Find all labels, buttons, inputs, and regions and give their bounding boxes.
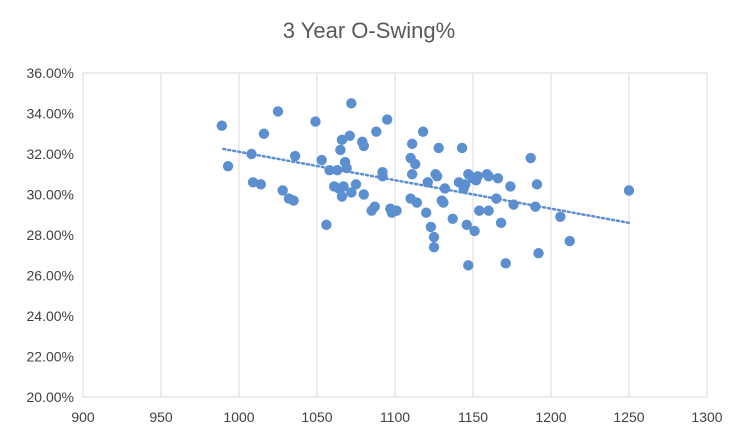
y-tick-label: 36.00% [27,65,74,81]
x-tick-label: 1300 [691,409,722,425]
data-point [492,173,504,184]
data-point [346,98,357,109]
data-point [530,201,541,212]
data-point [289,150,301,162]
data-point [247,177,259,188]
x-tick-label: 1100 [380,409,410,425]
data-point [525,152,536,164]
data-point [406,138,418,150]
grid-layer [82,72,708,398]
data-point [272,106,284,117]
data-point [428,231,440,243]
data-point [472,171,483,182]
data-point [474,205,485,216]
data-points [216,98,635,271]
y-tick-label: 22.00% [27,349,74,365]
data-point [332,165,343,176]
y-tick-label: 32.00% [27,146,74,162]
data-point [391,205,402,216]
data-point [336,134,348,146]
data-point [495,217,507,229]
data-point [425,221,437,233]
data-point [358,140,369,152]
x-axis-tick-labels: 900 950 1000 1050 1100 1150 1200 1250 1300 [71,409,722,425]
y-tick-label: 28.00% [27,227,74,243]
y-axis-tick-labels: 20.00% 22.00% 24.00% 26.00% 28.00% 30.00% 32.0… [27,65,74,405]
data-point [335,144,346,156]
x-tick-label: 1200 [535,409,566,425]
data-point [216,120,228,131]
data-point [222,160,234,172]
data-point [456,142,468,154]
x-tick-label: 1000 [223,409,254,425]
data-point [417,126,429,137]
data-point [324,165,335,176]
data-point [350,179,362,190]
x-tick-label: 900 [71,409,95,425]
data-point [500,258,511,269]
y-tick-label: 26.00% [27,268,74,284]
data-point [344,130,355,141]
x-tick-label: 1050 [301,409,332,425]
data-point [461,219,472,231]
data-point [564,235,575,247]
data-point [469,225,480,237]
data-point [411,197,423,208]
data-point [439,183,451,194]
data-point [377,171,388,182]
data-point [555,211,566,222]
data-point [483,171,494,182]
x-tick-label: 1150 [458,409,488,425]
data-point [531,179,543,190]
x-tick-label: 950 [149,409,173,425]
data-point [246,148,257,160]
data-point [258,128,270,139]
y-tick-label: 34.00% [27,106,74,122]
data-point [508,199,519,210]
data-point [310,116,321,127]
data-point [421,207,432,218]
data-point [431,171,443,182]
data-point [371,126,382,137]
data-point [623,185,635,196]
data-point [358,189,369,200]
data-point [321,219,332,231]
data-point [406,169,418,180]
y-tick-label: 24.00% [27,308,74,324]
data-point [505,181,516,192]
data-point [433,142,444,154]
data-point [255,179,267,190]
data-point [288,195,299,206]
data-point [422,177,433,188]
data-point [341,162,352,174]
data-point [483,205,494,216]
data-point [491,193,502,204]
data-point [369,201,380,212]
data-point [447,213,458,224]
data-point [438,197,449,208]
y-tick-label: 20.00% [27,389,74,405]
data-point [316,154,327,166]
data-point [346,187,357,198]
data-point [463,260,474,271]
data-point [428,241,440,253]
data-point [277,185,288,196]
y-tick-label: 30.00% [27,187,74,203]
chart-title: 3 Year O-Swing% [283,18,455,43]
data-point [410,158,421,170]
data-point [382,114,393,125]
x-tick-label: 1250 [613,409,644,425]
data-point [533,248,544,259]
data-point [336,191,348,202]
data-point [338,181,349,192]
data-point [460,179,471,190]
